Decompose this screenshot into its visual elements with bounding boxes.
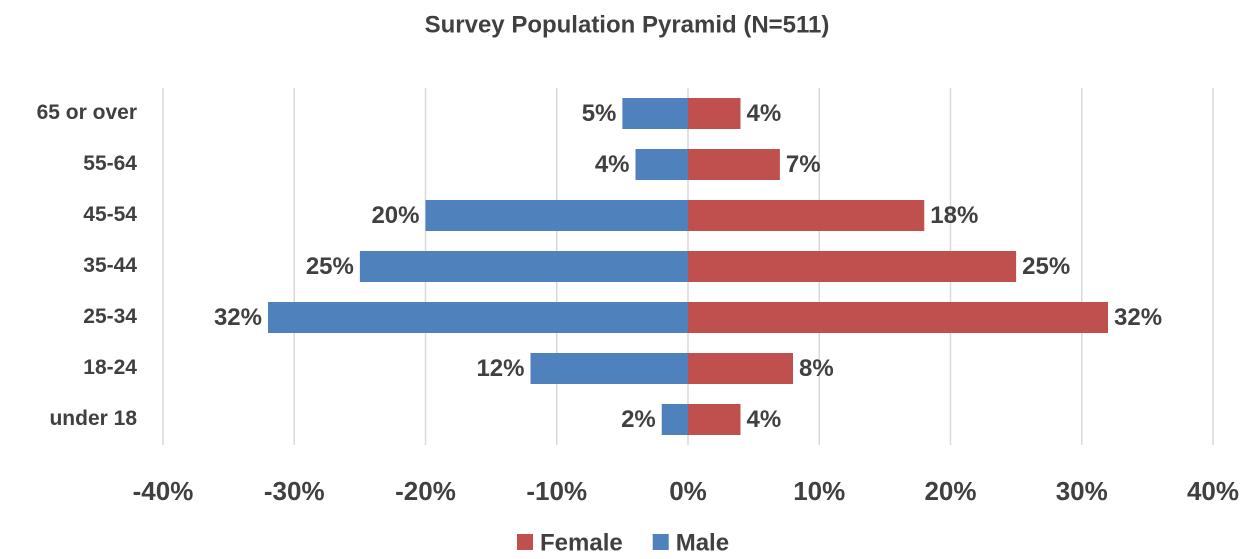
bar	[635, 149, 688, 180]
bar	[359, 251, 688, 282]
data-label: 20%	[371, 202, 419, 229]
x-tick-label: 30%	[1056, 476, 1108, 506]
data-label: 2%	[621, 406, 656, 433]
y-tick-label: under 18	[49, 407, 137, 430]
x-tick-label: 20%	[924, 476, 976, 506]
legend-swatch	[517, 534, 533, 550]
bar	[661, 404, 688, 435]
chart-title: Survey Population Pyramid (N=511)	[425, 11, 830, 38]
data-label: 7%	[786, 151, 821, 178]
x-tick-label: -20%	[395, 476, 456, 506]
y-tick-label: 35-44	[83, 254, 137, 277]
y-tick-label: 25-34	[83, 305, 137, 328]
data-label: 25%	[306, 253, 354, 280]
data-label: 32%	[1114, 304, 1162, 331]
x-tick-label: 0%	[669, 476, 707, 506]
bar	[688, 98, 741, 129]
data-label: 25%	[1022, 253, 1070, 280]
bar	[622, 98, 688, 129]
x-tick-label: 10%	[793, 476, 845, 506]
x-tick-label: -40%	[133, 476, 194, 506]
bar	[425, 200, 688, 231]
data-label: 8%	[799, 355, 834, 382]
data-label: 5%	[582, 100, 617, 127]
y-tick-label: 18-24	[83, 356, 137, 379]
bar	[688, 200, 925, 231]
data-label: 4%	[747, 100, 782, 127]
y-tick-label: 65 or over	[37, 101, 137, 124]
bar	[530, 353, 688, 384]
x-tick-label: -30%	[264, 476, 325, 506]
bar	[688, 404, 741, 435]
y-tick-label: 45-54	[83, 203, 137, 226]
bar	[688, 353, 793, 384]
legend-label: Male	[676, 529, 729, 556]
bar	[688, 149, 780, 180]
legend-label: Female	[540, 529, 623, 556]
data-label: 4%	[595, 151, 630, 178]
bar	[268, 302, 688, 333]
y-tick-label: 55-64	[83, 152, 137, 175]
x-tick-label: 40%	[1187, 476, 1239, 506]
data-label: 4%	[747, 406, 782, 433]
data-label: 12%	[476, 355, 524, 382]
bar	[688, 251, 1017, 282]
data-label: 32%	[214, 304, 262, 331]
x-tick-label: -10%	[526, 476, 587, 506]
data-label: 18%	[930, 202, 978, 229]
legend-swatch	[652, 534, 669, 550]
bar	[688, 302, 1108, 333]
